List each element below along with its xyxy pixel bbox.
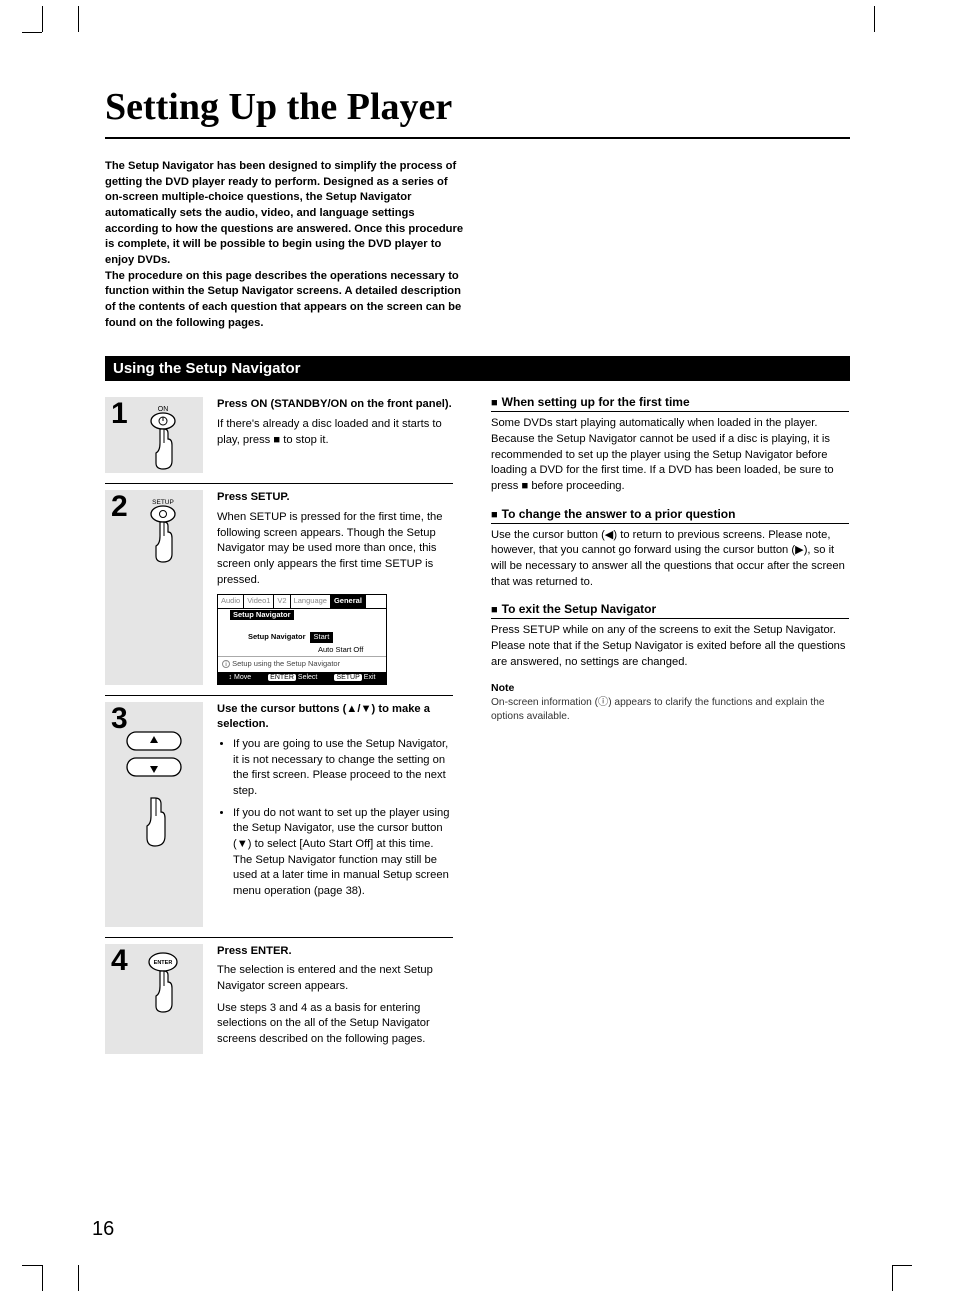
subheading: ■To exit the Setup Navigator — [491, 602, 849, 619]
osd-option-other: Auto Start Off — [318, 645, 363, 656]
setup-button-icon: SETUP — [136, 496, 191, 571]
step-1: 1 ON Press ON (STANDBY/ON on the front p… — [105, 391, 453, 484]
osd-screenshot: Audio Video1 V2 Language General Setup N… — [217, 594, 387, 684]
step-2: 2 SETUP Press SETUP. When SETUP is press… — [105, 484, 453, 695]
subheading: ■To change the answer to a prior questio… — [491, 507, 849, 524]
step-number: 1 — [111, 397, 128, 431]
osd-footer: ↕ Move ENTERSelect SETUPExit — [218, 672, 386, 684]
note-label: Note — [491, 682, 849, 694]
step-4: 4 ENTER Press ENTER. The selection is en… — [105, 938, 453, 1064]
osd-option-selected: Start — [310, 632, 334, 643]
step-3: 3 Use the cursor buttons (▲/▼) to make a… — [105, 696, 453, 938]
subsection-body: Press SETUP while on any of the screens … — [491, 623, 849, 670]
page-number: 16 — [92, 1218, 114, 1241]
osd-tab: Audio — [218, 595, 244, 608]
step-title: Press SETUP. — [217, 490, 453, 506]
page-title: Setting Up the Player — [105, 85, 850, 139]
step-body-text: The selection is entered and the next Se… — [217, 963, 453, 994]
subsection-body: Use the cursor button (◀) to return to p… — [491, 528, 849, 591]
osd-row-label: Setup Navigator — [248, 632, 306, 643]
page-content: Setting Up the Player The Setup Navigato… — [105, 85, 850, 1064]
svg-text:ON: ON — [157, 406, 168, 413]
step-body-text: If there's already a disc loaded and it … — [217, 417, 453, 448]
step-number: 2 — [111, 490, 128, 524]
osd-tab: Language — [291, 595, 331, 608]
step-bullet-list: If you are going to use the Setup Naviga… — [233, 737, 453, 900]
osd-tab: V2 — [274, 595, 290, 608]
osd-menu-label: Setup Navigator — [230, 610, 294, 621]
osd-tab: Video1 — [244, 595, 274, 608]
svg-text:ENTER: ENTER — [153, 960, 172, 966]
notes-column: ■When setting up for the first time Some… — [491, 391, 849, 1063]
section-header: Using the Setup Navigator — [105, 356, 850, 381]
osd-tab-active: General — [331, 595, 366, 608]
step-title: Press ON (STANDBY/ON on the front panel)… — [217, 397, 453, 413]
step-number: 3 — [111, 702, 128, 736]
step-body-text: Use steps 3 and 4 as a basis for enterin… — [217, 1001, 453, 1048]
intro-paragraph: The Setup Navigator has been designed to… — [105, 159, 465, 331]
step-title: Press ENTER. — [217, 944, 453, 960]
osd-tabs: Audio Video1 V2 Language General — [218, 595, 386, 609]
step-body-text: When SETUP is pressed for the first time… — [217, 510, 453, 588]
steps-column: 1 ON Press ON (STANDBY/ON on the front p… — [105, 391, 453, 1063]
cursor-buttons-icon — [119, 728, 189, 888]
list-item: If you do not want to set up the player … — [233, 806, 453, 900]
list-item: If you are going to use the Setup Naviga… — [233, 737, 453, 800]
subheading: ■When setting up for the first time — [491, 395, 849, 412]
note-body: On-screen information (ⓘ) appears to cla… — [491, 696, 849, 724]
osd-hint: i Setup using the Setup Navigator — [218, 656, 386, 672]
svg-text:SETUP: SETUP — [152, 499, 174, 506]
power-button-icon: ON — [136, 403, 191, 473]
step-number: 4 — [111, 944, 128, 978]
step-title: Use the cursor buttons (▲/▼) to make a s… — [217, 702, 453, 733]
enter-button-icon: ENTER — [136, 950, 191, 1025]
subsection-body: Some DVDs start playing automatically wh… — [491, 416, 849, 494]
